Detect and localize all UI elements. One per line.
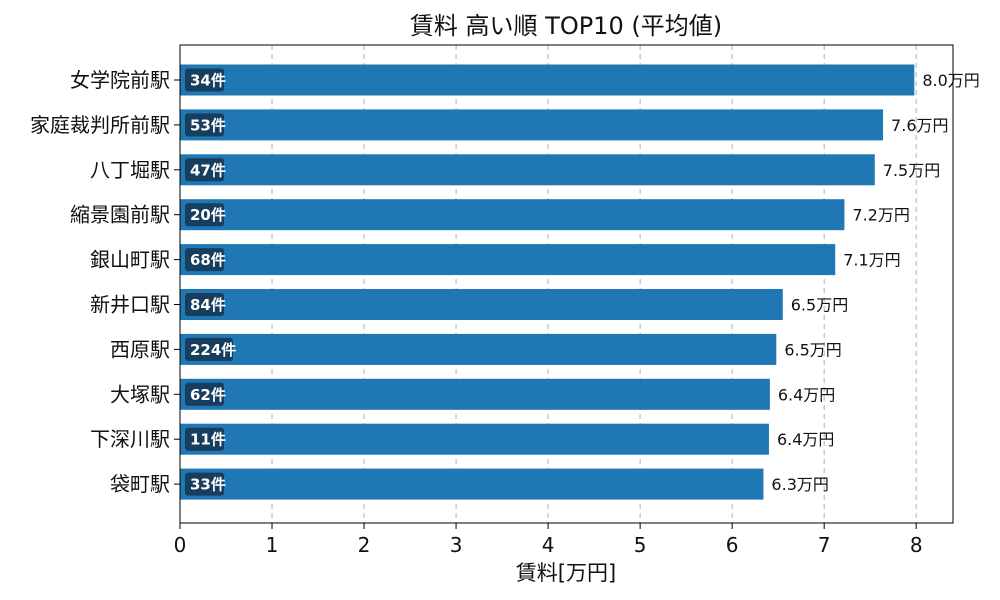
x-axis-label: 賃料[万円] xyxy=(516,561,616,585)
count-badge xyxy=(185,472,224,496)
x-tick-label: 3 xyxy=(450,533,463,557)
bar xyxy=(180,64,915,96)
bar xyxy=(180,154,875,186)
count-badge xyxy=(185,382,224,406)
y-tick-label: 家庭裁判所前駅 xyxy=(30,113,170,137)
x-tick-label: 5 xyxy=(634,533,647,557)
count-label: 20件 xyxy=(190,206,226,224)
bar xyxy=(180,289,783,320)
bar xyxy=(180,378,770,410)
count-label: 224件 xyxy=(190,341,236,359)
bar xyxy=(180,109,884,141)
count-label: 84件 xyxy=(190,296,226,314)
count-badge xyxy=(185,158,224,182)
y-tick-label: 西原駅 xyxy=(110,337,170,361)
count-badge xyxy=(185,203,224,227)
bar xyxy=(180,423,769,455)
count-label: 11件 xyxy=(190,431,226,449)
count-badge xyxy=(185,113,224,137)
value-label: 6.5万円 xyxy=(791,296,848,315)
value-label: 7.2万円 xyxy=(852,206,909,225)
bar xyxy=(180,333,777,365)
bar xyxy=(180,468,764,500)
count-label: 34件 xyxy=(190,72,226,90)
chart-title: 賃料 高い順 TOP10 (平均値) xyxy=(410,12,722,40)
count-label: 68件 xyxy=(190,251,226,269)
count-label: 53件 xyxy=(190,116,226,134)
y-tick-label: 銀山町駅 xyxy=(90,248,170,272)
count-label: 47件 xyxy=(190,161,226,179)
value-label: 7.5万円 xyxy=(883,161,940,180)
x-tick-label: 7 xyxy=(818,533,831,557)
bar xyxy=(180,244,836,276)
count-badge xyxy=(185,68,224,92)
count-badge xyxy=(185,337,233,361)
plot-frame xyxy=(179,44,954,524)
x-tick-label: 8 xyxy=(910,533,923,557)
y-tick-label: 下深川駅 xyxy=(90,427,170,451)
value-label: 7.1万円 xyxy=(843,251,900,270)
value-label: 6.3万円 xyxy=(771,475,828,494)
y-tick-label: 大塚駅 xyxy=(110,382,170,406)
y-tick-label: 縮景園前駅 xyxy=(70,203,170,227)
value-label: 7.6万円 xyxy=(891,116,948,135)
value-label: 6.5万円 xyxy=(784,340,841,359)
y-tick-label: 女学院前駅 xyxy=(70,68,170,92)
y-tick-label: 新井口駅 xyxy=(90,293,170,317)
x-axis: 0 1 2 3 4 5 6 7 8 xyxy=(174,523,923,557)
x-tick-label: 0 xyxy=(174,533,187,557)
x-tick-label: 6 xyxy=(726,533,739,557)
count-badge xyxy=(185,427,224,451)
value-label: 6.4万円 xyxy=(777,430,834,449)
value-label: 8.0万円 xyxy=(922,71,979,90)
bars: 8.0万円 34件 7.6万円 53件 7.5万円 47件 7.2万円 20件 7.1万円 68件… xyxy=(180,64,980,500)
bar xyxy=(180,199,845,231)
value-label: 6.4万円 xyxy=(778,385,835,404)
x-tick-label: 1 xyxy=(266,533,279,557)
y-tick-label: 八丁堀駅 xyxy=(90,158,170,182)
count-label: 33件 xyxy=(190,476,226,494)
count-label: 62件 xyxy=(190,386,226,404)
count-badge xyxy=(185,293,224,316)
y-tick-label: 袋町駅 xyxy=(110,472,170,496)
x-tick-label: 2 xyxy=(358,533,371,557)
y-axis: 女学院前駅家庭裁判所前駅八丁堀駅縮景園前駅銀山町駅新井口駅西原駅大塚駅下深川駅袋… xyxy=(30,68,180,496)
count-badge xyxy=(185,248,224,272)
x-tick-label: 4 xyxy=(542,533,555,557)
